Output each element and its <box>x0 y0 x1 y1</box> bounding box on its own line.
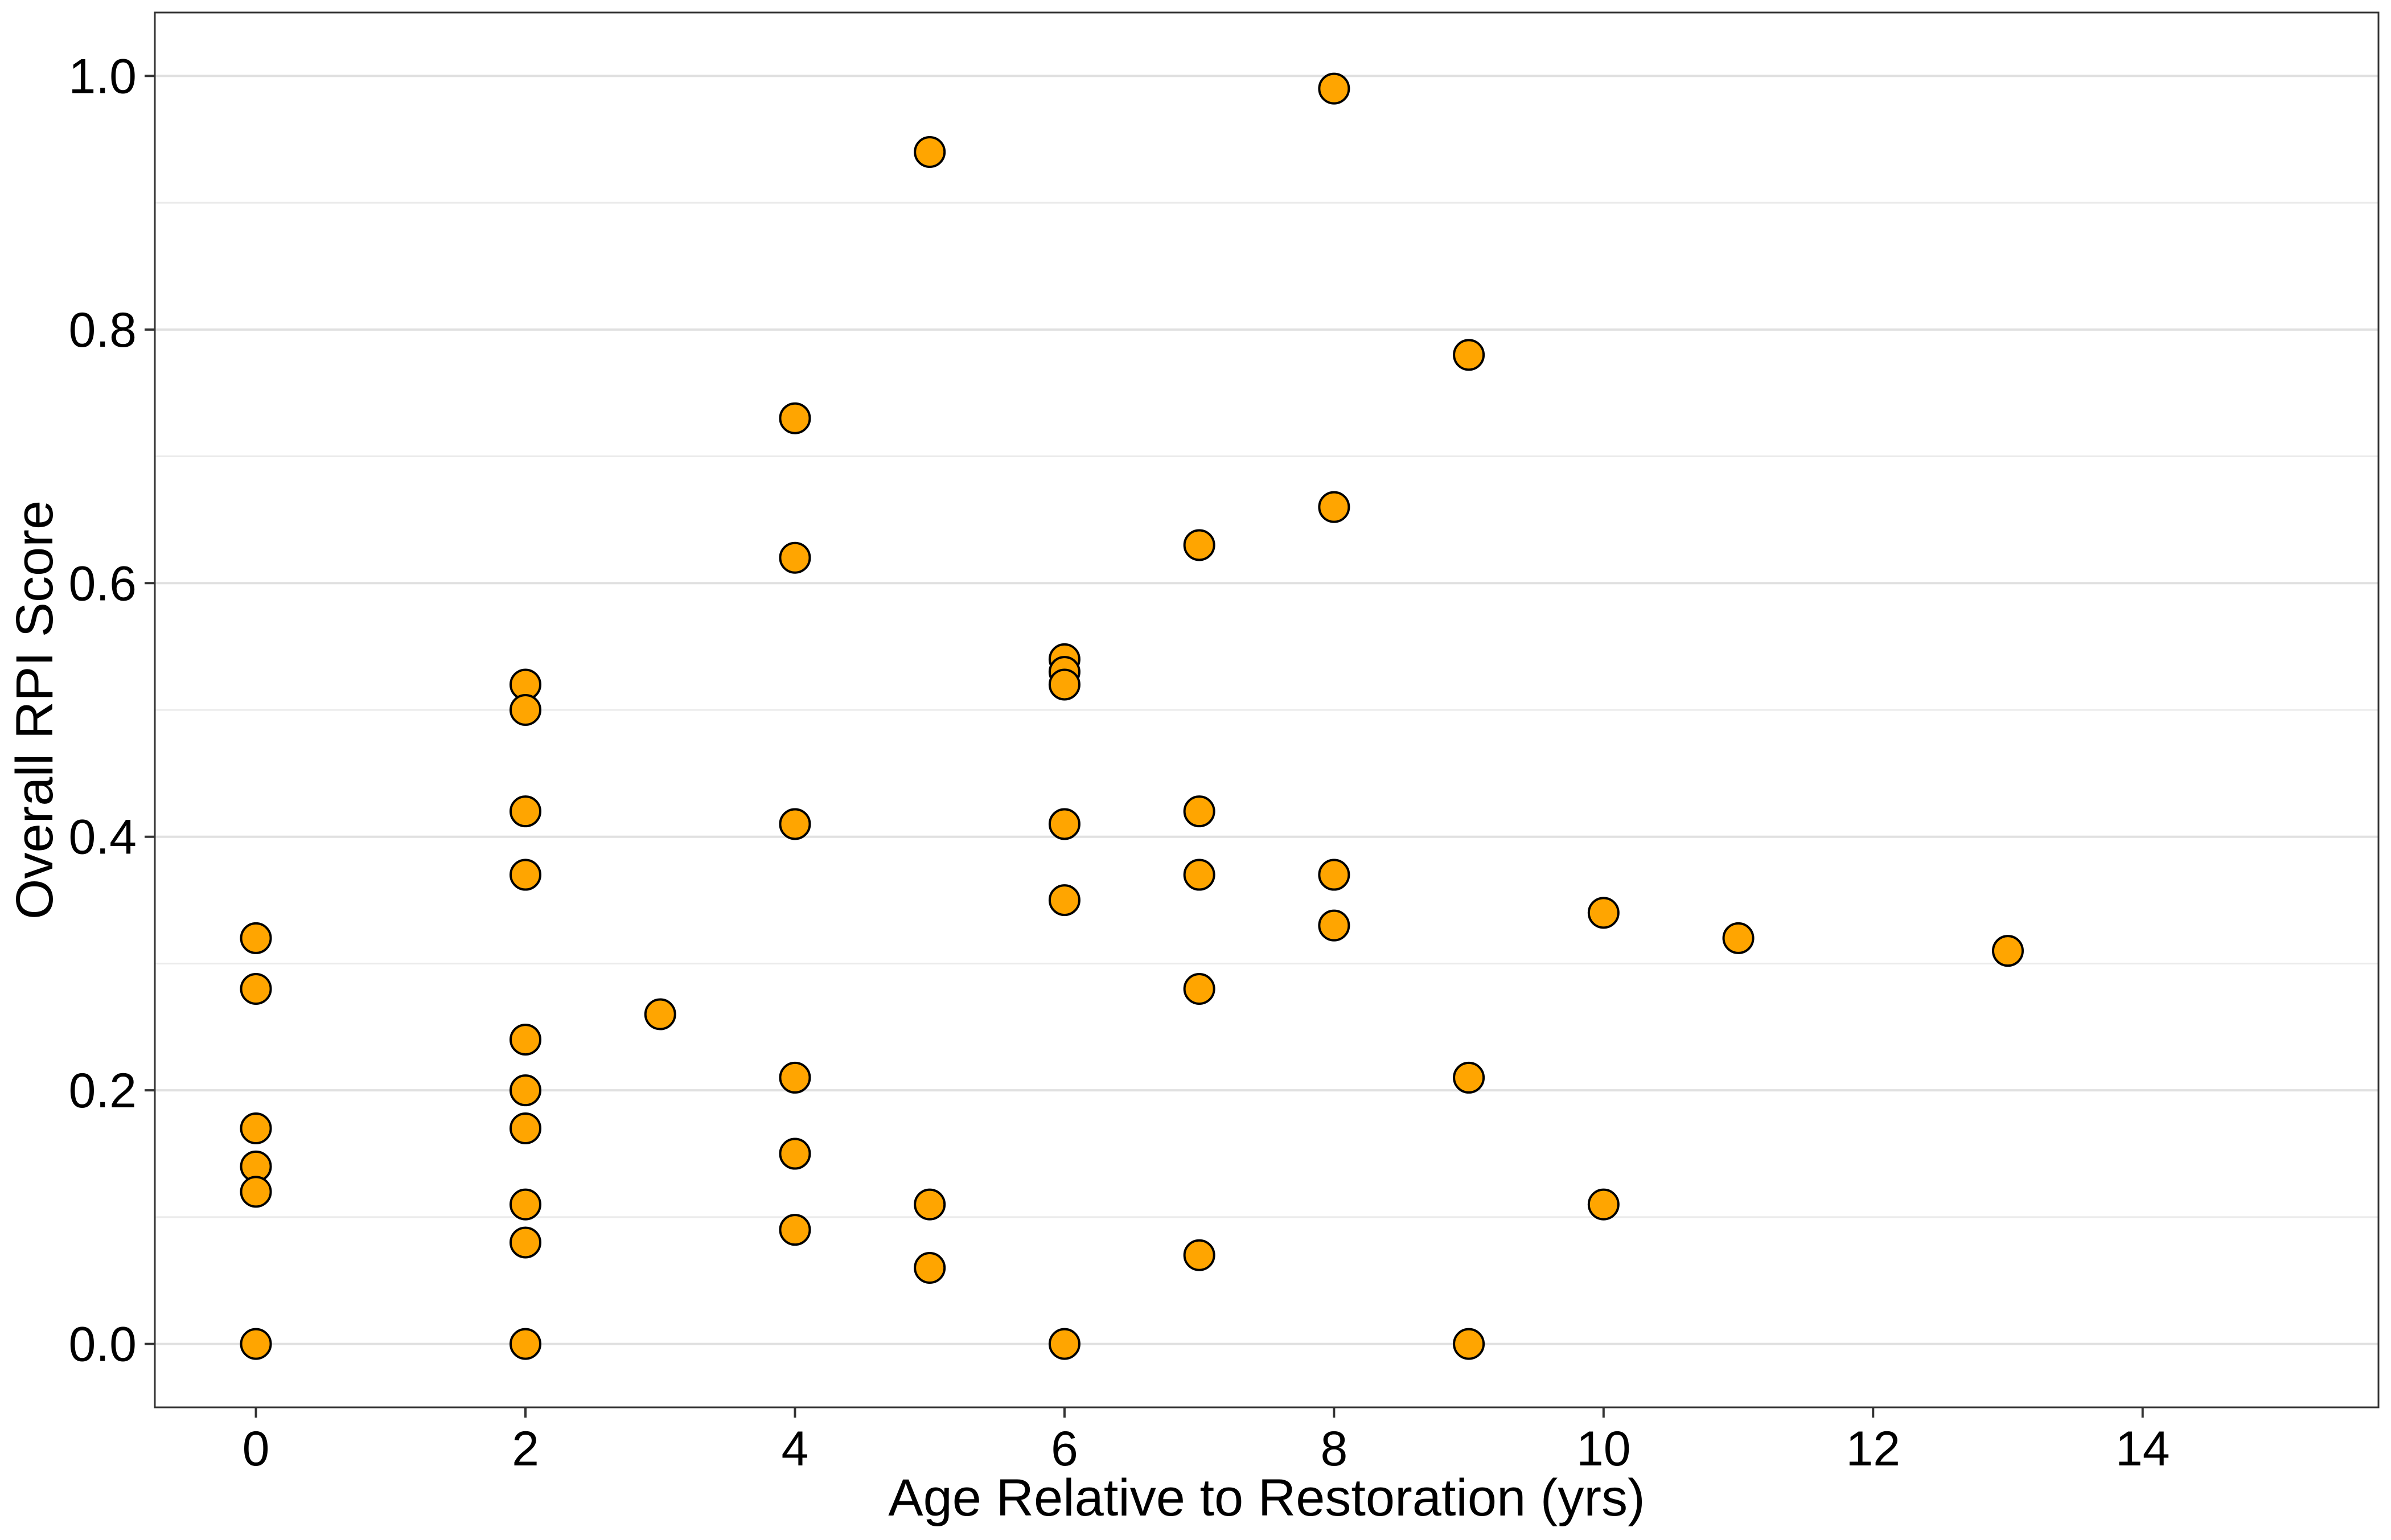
x-tick-label: 12 <box>1846 1422 1900 1476</box>
data-point <box>1453 339 1485 371</box>
data-point <box>510 694 541 726</box>
data-point <box>779 541 811 574</box>
data-point <box>1048 808 1081 840</box>
y-tick-label: 1.0 <box>68 49 137 104</box>
data-point <box>240 1176 272 1208</box>
data-point <box>510 1188 541 1221</box>
data-point <box>779 808 811 840</box>
data-point <box>240 1112 272 1144</box>
y-tick-label: 0.6 <box>68 556 137 611</box>
data-point <box>1183 795 1215 828</box>
x-tick-label: 2 <box>512 1422 539 1476</box>
y-axis-title: Overall RPI Score <box>6 500 64 919</box>
data-point <box>914 1188 946 1221</box>
data-point <box>1992 935 2024 967</box>
data-point <box>510 1074 541 1107</box>
x-tick-label: 14 <box>2115 1422 2170 1476</box>
data-point <box>1587 1188 1620 1221</box>
data-point <box>779 1061 811 1094</box>
data-point <box>914 1252 946 1284</box>
data-point <box>1453 1328 1485 1360</box>
gridlines <box>155 75 2378 1345</box>
x-tick-label: 10 <box>1576 1422 1631 1476</box>
data-point <box>1318 909 1350 942</box>
data-point <box>240 922 272 954</box>
data-point <box>1048 668 1081 701</box>
data-point <box>510 1226 541 1259</box>
data-point <box>1183 973 1215 1005</box>
data-point <box>510 859 541 891</box>
data-point <box>644 998 676 1030</box>
data-point <box>1048 1328 1081 1360</box>
data-point <box>1722 922 1755 954</box>
x-axis-title: Age Relative to Restoration (yrs) <box>888 1469 1645 1527</box>
data-point <box>1183 529 1215 561</box>
data-point <box>510 795 541 828</box>
axes: 0.0 0.2 0.4 0.6 0.8 1.0 0 2 4 6 8 10 12 14 <box>68 49 2170 1476</box>
x-tick-label: 4 <box>782 1422 809 1476</box>
data-point <box>510 1112 541 1144</box>
data-point <box>1587 897 1620 929</box>
data-point <box>1183 859 1215 891</box>
y-tick-label: 0.2 <box>68 1063 137 1118</box>
data-point <box>914 136 946 168</box>
data-point <box>1318 72 1350 105</box>
y-tick-label: 0.4 <box>68 810 137 865</box>
data-point <box>1048 884 1081 917</box>
data-point <box>779 1137 811 1170</box>
y-tick-label: 0.8 <box>68 303 137 358</box>
data-point <box>240 1328 272 1360</box>
x-tick-label: 8 <box>1320 1422 1347 1476</box>
y-tick-label: 0.0 <box>68 1317 137 1372</box>
x-tick-label: 6 <box>1051 1422 1078 1476</box>
data-point <box>1183 1239 1215 1271</box>
data-point <box>1453 1061 1485 1094</box>
data-point <box>1318 859 1350 891</box>
plot-panel-border <box>154 11 2380 1408</box>
data-point <box>510 1328 541 1360</box>
x-tick-label: 0 <box>243 1422 270 1476</box>
data-point <box>510 1024 541 1056</box>
data-point <box>779 402 811 434</box>
data-point <box>779 1214 811 1246</box>
data-points <box>240 72 2024 1360</box>
data-point <box>240 973 272 1005</box>
data-point <box>1318 491 1350 523</box>
